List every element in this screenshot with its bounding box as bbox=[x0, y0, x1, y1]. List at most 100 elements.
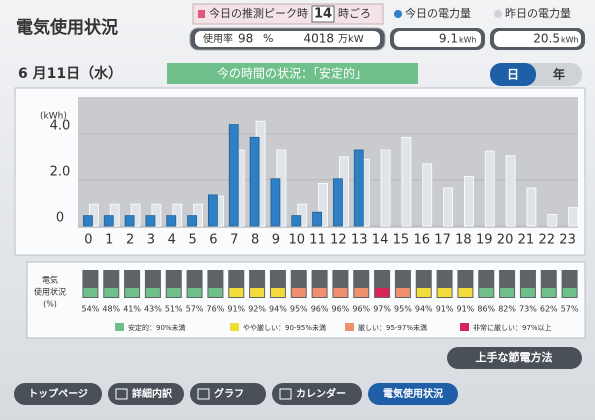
peak-box bbox=[192, 3, 384, 25]
bar bbox=[151, 203, 162, 227]
bar bbox=[353, 149, 364, 227]
usage-value: 48% bbox=[102, 305, 120, 314]
nav-label[interactable]: カレンダー bbox=[296, 387, 346, 400]
tips-button[interactable] bbox=[447, 347, 582, 369]
bar bbox=[401, 136, 412, 227]
usage-level bbox=[437, 288, 452, 297]
x-tick-label: 20 bbox=[497, 233, 514, 248]
bar bbox=[568, 207, 578, 227]
peak-hour: 14 bbox=[314, 7, 332, 22]
bar bbox=[547, 214, 558, 227]
nav-label[interactable]: 詳細内訳 bbox=[132, 387, 173, 400]
rate-label: 使用率 bbox=[203, 32, 233, 45]
nav-button[interactable] bbox=[272, 383, 362, 405]
rate: 98 bbox=[238, 32, 253, 46]
x-tick-label: 2 bbox=[126, 233, 134, 248]
power: 4018 bbox=[303, 32, 334, 46]
usage-label: 使用状況 bbox=[34, 287, 66, 297]
usage-level bbox=[104, 288, 119, 297]
usage-level bbox=[395, 288, 410, 297]
nav-icon bbox=[115, 388, 128, 400]
rate-inner bbox=[195, 31, 380, 47]
usage-level bbox=[354, 288, 369, 297]
legend-swatch bbox=[460, 323, 469, 331]
legend-label: 安定的：90%未満 bbox=[128, 323, 186, 332]
x-tick-label: 17 bbox=[434, 233, 451, 248]
toggle-day-label[interactable]: 日 bbox=[507, 68, 519, 82]
x-tick-label: 1 bbox=[105, 233, 113, 248]
usage-value: 86% bbox=[477, 305, 495, 314]
bar bbox=[208, 194, 218, 227]
usage-value: 57% bbox=[561, 305, 579, 314]
usage-value: 96% bbox=[332, 305, 350, 314]
usage-value: 76% bbox=[207, 305, 225, 314]
usage-value: 82% bbox=[498, 305, 516, 314]
bar bbox=[484, 150, 495, 227]
peak-label: 今日の推測ピーク時 bbox=[209, 6, 308, 20]
power-unit: 万kW bbox=[338, 34, 364, 45]
usage-value: 96% bbox=[352, 305, 370, 314]
bar bbox=[103, 215, 114, 227]
y-tick-label: 0 bbox=[56, 211, 64, 226]
usage-value: 95% bbox=[290, 305, 308, 314]
toggle-year-label[interactable]: 年 bbox=[553, 67, 565, 82]
bar bbox=[464, 176, 474, 227]
today-total-label: 今日の電力量 bbox=[405, 6, 471, 20]
nav-button[interactable] bbox=[14, 383, 102, 405]
bar bbox=[187, 215, 197, 227]
y-axis-label: (kWh) bbox=[40, 112, 67, 122]
legend-swatch bbox=[230, 323, 239, 331]
bar bbox=[422, 163, 433, 227]
usage-value: 43% bbox=[144, 305, 162, 314]
nav-icon bbox=[279, 388, 292, 400]
x-tick-label: 12 bbox=[330, 233, 347, 248]
nav-label[interactable]: グラフ bbox=[214, 387, 244, 400]
x-tick-label: 10 bbox=[288, 233, 305, 248]
yesterday-total: 20.5 bbox=[533, 32, 560, 46]
usage-level bbox=[479, 288, 494, 297]
nav-label[interactable]: 電気使用状況 bbox=[383, 387, 443, 400]
usage-value: 62% bbox=[540, 305, 558, 314]
usage-level bbox=[270, 288, 285, 297]
x-tick-label: 18 bbox=[455, 233, 472, 248]
usage-value: 94% bbox=[415, 305, 433, 314]
tips-button-label[interactable]: 上手な節電方法 bbox=[476, 350, 553, 364]
usage-value: 91% bbox=[457, 305, 475, 314]
bar bbox=[270, 178, 281, 227]
usage-level bbox=[291, 288, 306, 297]
y-tick-label: 2.0 bbox=[50, 164, 71, 179]
usage-level bbox=[500, 288, 515, 297]
today-dot bbox=[394, 10, 402, 18]
usage-level bbox=[416, 288, 431, 297]
usage-value: 57% bbox=[186, 305, 204, 314]
today-total-unit: kWh bbox=[459, 36, 477, 45]
peak-hour-box bbox=[311, 5, 335, 23]
plot-area bbox=[78, 97, 578, 228]
legend-label: やや厳しい：90-95%未満 bbox=[243, 323, 326, 332]
bar bbox=[526, 187, 537, 227]
nav-bar: トップページ 詳細内訳 グラフ カレンダー 電気使用状況 bbox=[14, 383, 458, 405]
page-title: 電気使用状況 bbox=[16, 17, 118, 38]
usage-value: 97% bbox=[373, 305, 391, 314]
bar bbox=[145, 215, 156, 227]
usage-label: (%) bbox=[43, 300, 57, 309]
bar bbox=[193, 203, 203, 227]
bar bbox=[228, 124, 239, 227]
x-tick-label: 3 bbox=[147, 233, 155, 248]
nav-button[interactable] bbox=[368, 383, 458, 405]
yesterday-total-unit: kWh bbox=[561, 36, 579, 45]
legend-swatch bbox=[115, 323, 124, 331]
status-banner-bg bbox=[167, 63, 418, 84]
usage-value: 91% bbox=[227, 305, 245, 314]
usage-value: 96% bbox=[311, 305, 329, 314]
usage-value: 92% bbox=[248, 305, 266, 314]
toggle-day[interactable] bbox=[490, 63, 536, 86]
x-tick-label: 21 bbox=[518, 233, 535, 248]
usage-level bbox=[83, 288, 98, 297]
bar bbox=[83, 215, 93, 227]
x-tick-label: 6 bbox=[209, 233, 217, 248]
nav-label[interactable]: トップページ bbox=[28, 387, 88, 400]
usage-level bbox=[541, 288, 556, 297]
x-tick-label: 5 bbox=[188, 233, 196, 248]
x-tick-label: 23 bbox=[559, 233, 576, 248]
